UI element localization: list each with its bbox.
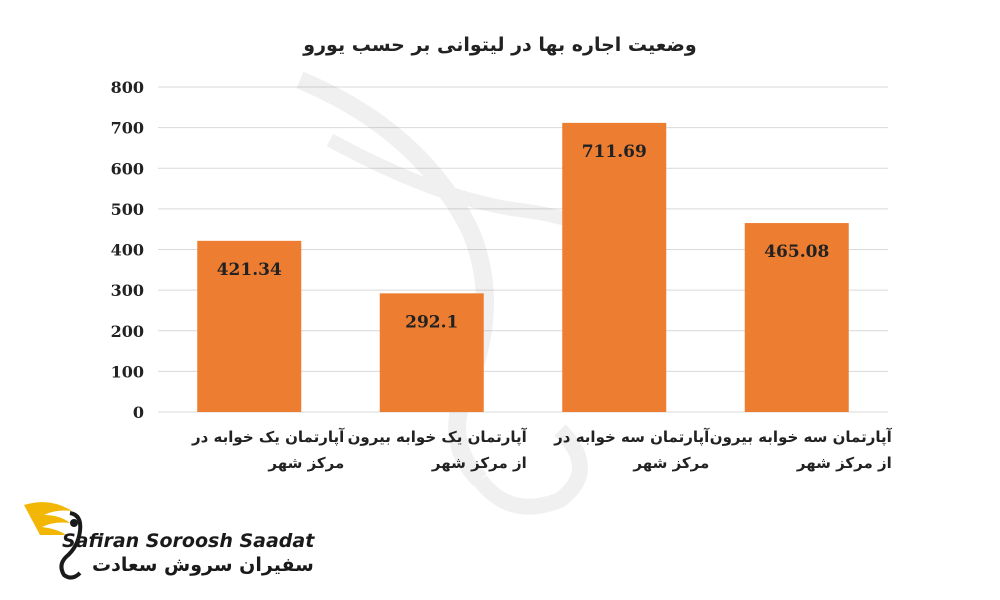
x-category-line: آپارتمان یک خوابه بیرون: [347, 428, 527, 446]
y-tick-label: 400: [111, 241, 144, 260]
x-category-line: آپارتمان سه خوابه در: [554, 428, 710, 446]
chart-title: وضعیت اجاره بها در لیتوانی بر حسب یورو: [303, 34, 697, 56]
x-category-line: از مرکز شهر: [796, 454, 892, 472]
x-category-line: آپارتمان یک خوابه در: [192, 428, 345, 446]
x-category-label: آپارتمان سه خوابه در مرکز شهر: [519, 424, 709, 476]
bars: [197, 122, 849, 412]
x-category-line: آپارتمان سه خوابه بیرون: [709, 428, 892, 446]
brand-logo-icon: [24, 502, 83, 580]
x-category-label: آپارتمان یک خوابه بیرون از مرکز شهر: [337, 424, 527, 476]
value-label: 711.69: [582, 142, 647, 162]
y-tick-label: 500: [111, 200, 144, 219]
y-tick-label: 0: [133, 403, 144, 422]
x-category-line: از مرکز شهر: [431, 454, 527, 472]
bar: [379, 293, 484, 412]
x-category-label: آپارتمان سه خوابه بیرون از مرکز شهر: [702, 424, 892, 476]
y-tick-label: 200: [111, 322, 144, 341]
brand-name-fa: سفیران سروش سعادت: [92, 554, 314, 576]
x-category-line: مرکز شهر: [633, 454, 710, 472]
bar: [197, 240, 302, 412]
bar: [744, 223, 849, 412]
value-labels: 421.34 292.1 711.69 465.08: [217, 142, 830, 332]
y-axis-ticks: 0 100 200 300 400 500 600 700 800: [111, 78, 144, 422]
y-tick-label: 800: [111, 78, 144, 97]
value-label: 292.1: [405, 312, 458, 332]
y-tick-label: 300: [111, 281, 144, 300]
bar: [562, 122, 667, 412]
y-tick-label: 700: [111, 119, 144, 138]
value-label: 421.34: [217, 260, 282, 280]
y-tick-label: 100: [111, 362, 144, 381]
brand-name-en: Safiran Soroosh Saadat: [62, 530, 315, 552]
value-label: 465.08: [764, 242, 829, 262]
y-tick-label: 600: [111, 159, 144, 178]
x-category-line: مرکز شهر: [268, 454, 345, 472]
x-category-label: آپارتمان یک خوابه در مرکز شهر: [154, 424, 344, 476]
